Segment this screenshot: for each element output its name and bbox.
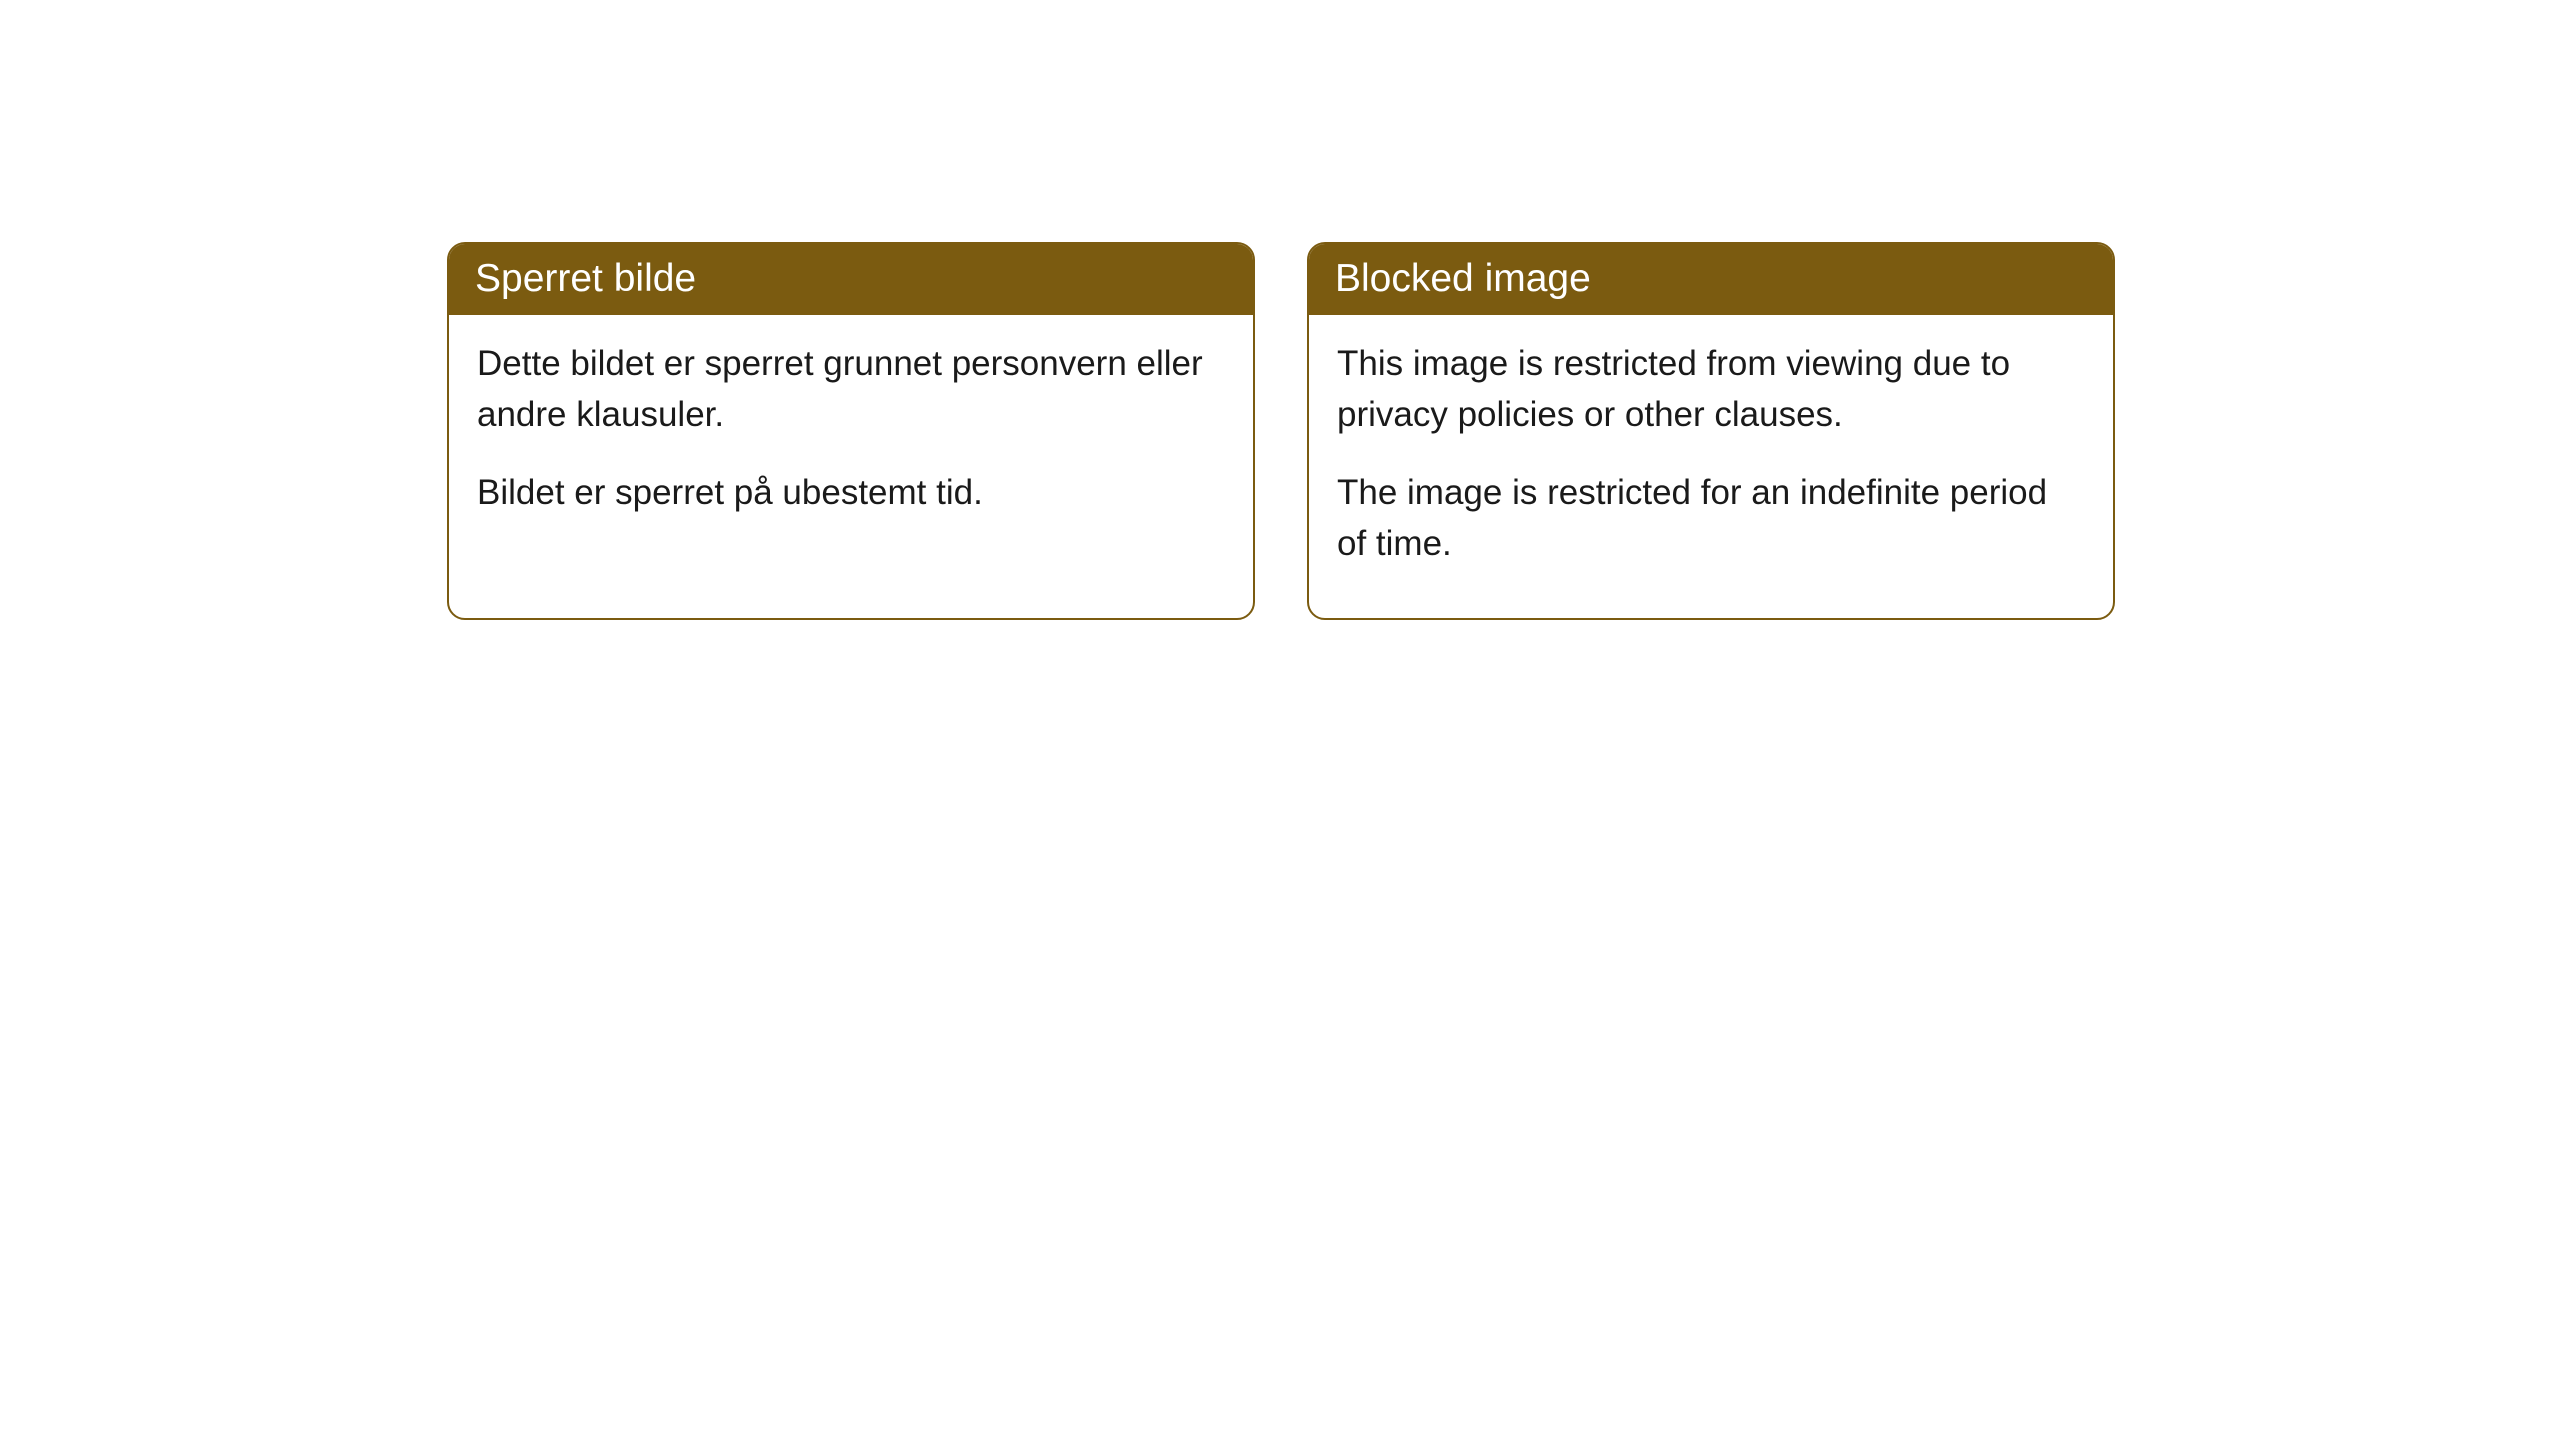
notice-card-norwegian: Sperret bilde Dette bildet er sperret gr… (447, 242, 1255, 620)
card-header: Sperret bilde (449, 244, 1253, 315)
notice-paragraph: The image is restricted for an indefinit… (1337, 468, 2085, 570)
notice-paragraph: Bildet er sperret på ubestemt tid. (477, 468, 1225, 519)
notice-container: Sperret bilde Dette bildet er sperret gr… (447, 242, 2115, 620)
card-header: Blocked image (1309, 244, 2113, 315)
notice-paragraph: This image is restricted from viewing du… (1337, 339, 2085, 441)
notice-card-english: Blocked image This image is restricted f… (1307, 242, 2115, 620)
notice-paragraph: Dette bildet er sperret grunnet personve… (477, 339, 1225, 441)
card-body: This image is restricted from viewing du… (1309, 315, 2113, 618)
card-body: Dette bildet er sperret grunnet personve… (449, 315, 1253, 567)
